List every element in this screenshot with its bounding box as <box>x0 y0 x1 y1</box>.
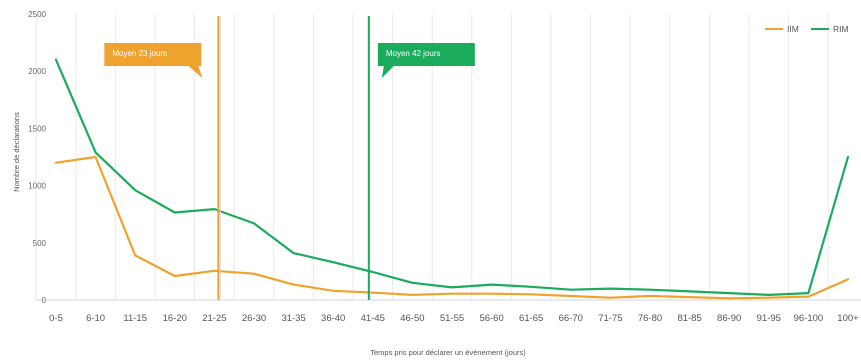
mean-callout-label: Moyen 23 jours <box>112 49 167 58</box>
y-axis-title: Nombre de déclarations <box>12 112 21 192</box>
x-tick-label: 56-60 <box>479 313 503 324</box>
y-axis-ticks: 0 500 1000 1500 2000 2500 <box>28 10 46 305</box>
x-tick-label: 81-85 <box>677 313 701 324</box>
series-line-iim <box>54 155 850 300</box>
x-tick-label: 21-25 <box>202 313 226 324</box>
x-tick-label: 96-100 <box>794 313 824 324</box>
x-tick-label: 26-30 <box>242 313 266 324</box>
legend-label-iim: IIM <box>787 24 799 34</box>
x-tick-label: 86-90 <box>717 313 741 324</box>
x-tick-label: 41-45 <box>361 313 385 324</box>
series-line-rim <box>54 58 850 296</box>
mean-callout <box>377 43 475 78</box>
x-tick-label: 100+ <box>837 313 859 324</box>
y-tick-label: 2500 <box>28 10 46 19</box>
legend: IIM RIM <box>765 24 849 34</box>
x-tick-label: 76-80 <box>638 313 662 324</box>
mean-callout-label: Moyen 42 jours <box>386 49 441 58</box>
y-tick-label: 1000 <box>28 182 46 191</box>
series-lines <box>54 58 850 300</box>
y-tick-label: 1500 <box>28 124 46 133</box>
x-tick-label: 6-10 <box>86 313 105 324</box>
x-tick-label: 11-15 <box>123 313 147 324</box>
y-tick-label: 500 <box>33 239 47 248</box>
y-tick-label: 2000 <box>28 67 46 76</box>
x-tick-label: 51-55 <box>440 313 464 324</box>
x-tick-label: 0-5 <box>49 313 63 324</box>
x-tick-label: 71-75 <box>598 313 622 324</box>
x-tick-label: 16-20 <box>163 313 187 324</box>
y-tick-label: 0 <box>42 296 47 305</box>
x-tick-label: 31-35 <box>281 313 305 324</box>
x-axis-ticks: 0-5 6-10 11-15 16-20 21-25 26-30 31-35 36-40 41-… <box>49 313 859 324</box>
x-tick-label: 66-70 <box>559 313 583 324</box>
mean-callout <box>104 43 203 78</box>
x-tick-label: 36-40 <box>321 313 345 324</box>
legend-label-rim: RIM <box>833 24 849 34</box>
x-tick-label: 91-95 <box>757 313 781 324</box>
x-tick-label: 61-65 <box>519 313 543 324</box>
x-axis-title: Temps pris pour déclarer un évènement (j… <box>370 348 526 357</box>
x-tick-label: 46-50 <box>400 313 424 324</box>
mean-annotations: Moyen 23 jours Moyen 42 jours <box>104 16 475 300</box>
